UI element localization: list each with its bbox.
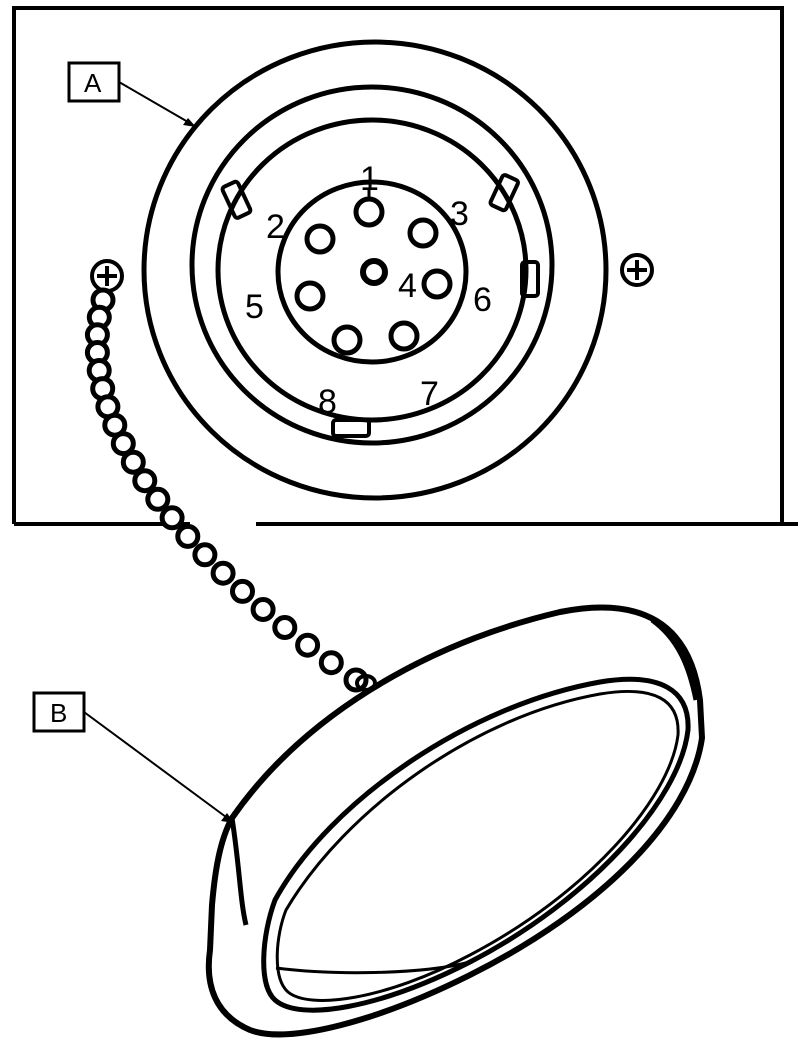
pin-label-2: 2 — [266, 208, 285, 246]
chain-bead — [110, 431, 136, 457]
pin-label-3: 3 — [450, 195, 469, 233]
keyway-tab — [488, 173, 520, 213]
chain-bead — [120, 449, 146, 475]
chain-bead — [210, 560, 236, 586]
cap-band-outline — [205, 604, 705, 1038]
pin-label-6: 6 — [473, 281, 492, 319]
chain-bead — [175, 523, 201, 549]
mounting-panel — [12, 6, 798, 526]
pin-contact-5 — [294, 280, 326, 312]
keyway-tab — [220, 179, 253, 220]
pin-label-4: 4 — [398, 267, 417, 305]
cap-inner-lip — [261, 676, 691, 1013]
chain-bead — [250, 597, 276, 622]
pin-labels: 1 2 3 4 5 6 7 8 — [245, 160, 492, 421]
receptacle-middle-ring — [189, 84, 555, 446]
receptacle-a: 1 2 3 4 5 6 7 8 — [141, 39, 609, 501]
receptacle-insert-face — [275, 179, 469, 365]
chain-bead — [132, 468, 158, 494]
callout-b-label: B — [50, 698, 67, 728]
chain-bead — [318, 650, 344, 676]
callout-a-label: A — [84, 68, 102, 98]
callout-b-leader — [83, 711, 227, 818]
bead-chain — [84, 287, 369, 693]
pin-label-1: 1 — [360, 160, 379, 198]
mounting-screw-icon — [620, 253, 654, 287]
pin-contact-4 — [360, 258, 388, 286]
callout-a-leader — [118, 81, 189, 123]
receptacle-shell-ring — [215, 117, 529, 423]
receptacle-outer-ring — [141, 39, 609, 501]
keyway-tab — [520, 260, 540, 298]
pin-contact-3 — [407, 217, 439, 249]
keyway-tab — [331, 418, 371, 438]
chain-bead — [145, 486, 171, 512]
chain-bead — [192, 542, 218, 568]
pin-contact-8 — [331, 324, 363, 356]
callout-a: A — [67, 61, 196, 127]
chain-bead — [272, 615, 298, 640]
pin-label-7: 7 — [420, 375, 439, 413]
pin-contact-6 — [421, 268, 453, 300]
chain-bead — [295, 632, 321, 658]
pin-label-8: 8 — [318, 383, 337, 421]
mounting-screw-icon — [90, 259, 124, 293]
chain-bead — [159, 505, 185, 531]
pin-contacts — [294, 196, 453, 356]
pin-contact-7 — [388, 320, 420, 352]
protective-cap-b — [205, 604, 705, 1038]
chain-bead — [230, 578, 255, 604]
callout-b: B — [32, 691, 234, 823]
pin-label-5: 5 — [245, 288, 264, 326]
pin-contact-1 — [353, 196, 385, 228]
pin-contact-2 — [304, 223, 336, 255]
